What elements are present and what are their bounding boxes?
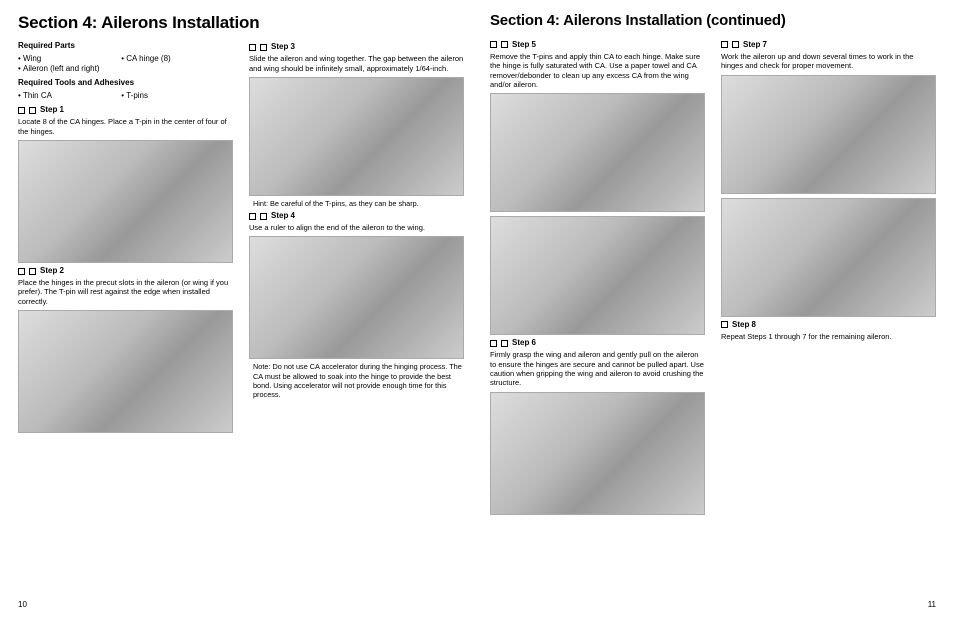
checkbox-icon — [29, 268, 36, 275]
tool-item: T-pins — [121, 91, 224, 101]
step-8-text: Repeat Steps 1 through 7 for the remaini… — [721, 332, 936, 341]
checkbox-icon — [501, 340, 508, 347]
required-tools-heading: Required Tools and Adhesives — [18, 78, 233, 88]
step-1-text: Locate 8 of the CA hinges. Place a T-pin… — [18, 117, 233, 136]
step-1-image — [18, 140, 233, 263]
step-2-header: Step 2 — [18, 266, 233, 276]
page-spread: Section 4: Ailerons Installation Require… — [18, 12, 936, 610]
section-title: Section 4: Ailerons Installation — [18, 12, 464, 33]
checkbox-icon — [249, 44, 256, 51]
checkbox-icon — [18, 107, 25, 114]
step-4-note: Note: Do not use CA accelerator during t… — [249, 362, 464, 398]
checkbox-icon — [18, 268, 25, 275]
step-3-image — [249, 77, 464, 196]
checkbox-icon — [249, 213, 256, 220]
left-col-2: Step 3 Slide the aileron and wing togeth… — [249, 39, 464, 435]
checkbox-icon — [732, 41, 739, 48]
step-1-header: Step 1 — [18, 105, 233, 115]
step-label: Step 7 — [743, 40, 767, 50]
left-columns: Required Parts WingCA hinge (8) Aileron … — [18, 39, 464, 435]
required-tools-list: Thin CAT-pins — [18, 91, 233, 101]
step-5-image-a — [490, 93, 705, 212]
step-4-image — [249, 236, 464, 359]
step-6-image — [490, 392, 705, 515]
step-8-header: Step 8 — [721, 320, 936, 330]
part-item: CA hinge (8) — [121, 54, 224, 64]
right-columns: Step 5 Remove the T-pins and apply thin … — [490, 37, 936, 517]
left-col-1: Required Parts WingCA hinge (8) Aileron … — [18, 39, 233, 435]
step-7-header: Step 7 — [721, 40, 936, 50]
step-3-header: Step 3 — [249, 42, 464, 52]
step-label: Step 8 — [732, 320, 756, 330]
step-7-image-b — [721, 198, 936, 317]
step-2-image — [18, 310, 233, 433]
step-label: Step 2 — [40, 266, 64, 276]
section-title: Section 4: Ailerons Installation (contin… — [490, 12, 936, 31]
step-label: Step 6 — [512, 338, 536, 348]
step-6-text: Firmly grasp the wing and aileron and ge… — [490, 350, 705, 388]
step-7-image-a — [721, 75, 936, 194]
step-3-text: Slide the aileron and wing together. The… — [249, 54, 464, 73]
required-parts-heading: Required Parts — [18, 41, 233, 51]
step-6-header: Step 6 — [490, 338, 705, 348]
part-item: Wing — [18, 54, 121, 64]
step-label: Step 1 — [40, 105, 64, 115]
checkbox-icon — [260, 213, 267, 220]
step-4-text: Use a ruler to align the end of the aile… — [249, 223, 464, 232]
page-number: 11 — [490, 600, 936, 610]
checkbox-icon — [490, 340, 497, 347]
step-2-text: Place the hinges in the precut slots in … — [18, 278, 233, 306]
checkbox-icon — [721, 321, 728, 328]
step-3-hint: Hint: Be careful of the T-pins, as they … — [249, 199, 464, 208]
step-label: Step 5 — [512, 40, 536, 50]
required-parts-list: WingCA hinge (8) Aileron (left and right… — [18, 54, 233, 74]
step-label: Step 4 — [271, 211, 295, 221]
step-4-header: Step 4 — [249, 211, 464, 221]
right-col-2: Step 7 Work the aileron up and down seve… — [721, 37, 936, 517]
step-5-image-b — [490, 216, 705, 335]
right-page: Section 4: Ailerons Installation (contin… — [490, 12, 936, 610]
checkbox-icon — [721, 41, 728, 48]
step-5-header: Step 5 — [490, 40, 705, 50]
page-number: 10 — [18, 600, 464, 610]
step-label: Step 3 — [271, 42, 295, 52]
right-col-1: Step 5 Remove the T-pins and apply thin … — [490, 37, 705, 517]
checkbox-icon — [29, 107, 36, 114]
tool-item: Thin CA — [18, 91, 121, 101]
checkbox-icon — [260, 44, 267, 51]
step-5-text: Remove the T-pins and apply thin CA to e… — [490, 52, 705, 90]
left-page: Section 4: Ailerons Installation Require… — [18, 12, 464, 610]
checkbox-icon — [490, 41, 497, 48]
part-item: Aileron (left and right) — [18, 64, 233, 74]
step-7-text: Work the aileron up and down several tim… — [721, 52, 936, 71]
checkbox-icon — [501, 41, 508, 48]
